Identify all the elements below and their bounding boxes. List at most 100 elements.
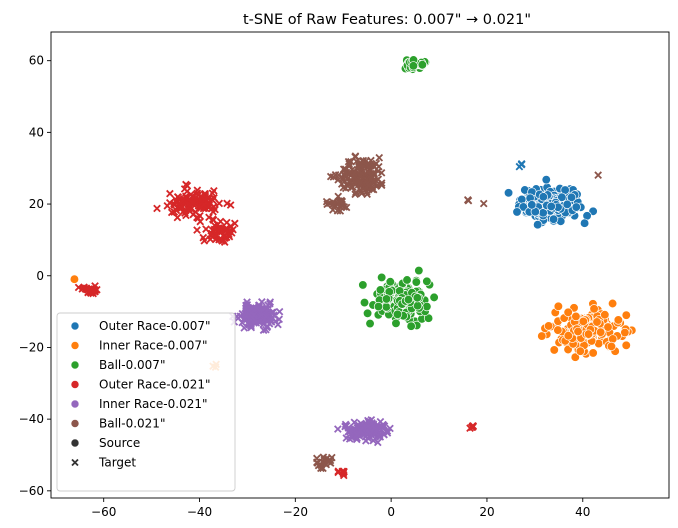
data-point xyxy=(538,192,548,202)
data-point xyxy=(403,294,414,305)
data-point xyxy=(385,277,395,287)
data-point xyxy=(181,206,190,214)
data-point xyxy=(339,467,348,476)
data-point xyxy=(363,190,371,199)
data-point xyxy=(571,202,581,212)
data-point xyxy=(369,185,378,194)
legend-label: Outer Race-0.021" xyxy=(99,378,211,392)
legend-item: Ball-0.007" xyxy=(70,358,165,372)
data-point xyxy=(479,199,488,208)
data-point xyxy=(373,301,384,312)
x-axis: −60 −40 −20 0 20 40 xyxy=(91,498,590,519)
legend-marker xyxy=(70,341,80,350)
data-point xyxy=(334,171,343,179)
data-point xyxy=(227,229,236,237)
y-tick-label: 0 xyxy=(36,269,44,283)
data-point xyxy=(90,287,98,296)
data-point xyxy=(275,307,284,316)
data-point xyxy=(194,191,203,199)
data-point xyxy=(328,201,337,209)
data-point xyxy=(187,205,195,213)
data-point xyxy=(342,203,351,212)
scatter-points xyxy=(69,55,637,480)
data-point xyxy=(383,427,392,435)
data-point xyxy=(377,272,387,283)
data-point xyxy=(356,178,365,187)
data-point xyxy=(339,469,348,478)
legend-label: Source xyxy=(99,436,140,450)
data-point xyxy=(234,314,243,322)
data-point xyxy=(216,217,225,226)
data-point xyxy=(546,201,556,212)
data-point xyxy=(412,293,422,303)
data-point xyxy=(320,459,329,468)
legend-label: Ball-0.007" xyxy=(99,358,165,372)
data-point xyxy=(69,274,80,284)
data-point xyxy=(588,348,598,358)
data-point xyxy=(512,207,522,217)
data-point xyxy=(429,292,439,303)
data-point xyxy=(620,327,630,338)
data-point xyxy=(345,435,354,443)
data-point xyxy=(188,192,197,200)
data-point xyxy=(464,196,473,205)
data-point xyxy=(422,301,432,312)
legend-item: Target xyxy=(71,456,136,470)
data-point xyxy=(365,318,375,329)
data-point xyxy=(199,200,208,209)
data-point xyxy=(346,427,354,436)
data-point xyxy=(549,345,559,355)
y-tick-label: 40 xyxy=(29,125,44,139)
data-point xyxy=(377,181,386,190)
data-point xyxy=(594,171,602,179)
data-point xyxy=(373,438,382,447)
x-tick-label: −60 xyxy=(91,505,116,519)
data-point xyxy=(226,222,235,230)
data-point xyxy=(215,199,224,208)
data-point xyxy=(249,311,258,319)
data-point xyxy=(167,208,176,217)
legend-marker xyxy=(70,380,80,389)
data-point xyxy=(422,276,432,286)
legend-item: Ball-0.021" xyxy=(70,417,165,431)
x-tick-label: 0 xyxy=(387,505,395,519)
data-point xyxy=(352,157,361,166)
data-point xyxy=(367,156,375,165)
legend-label: Inner Race-0.021" xyxy=(99,397,208,411)
data-point xyxy=(553,325,563,335)
data-point xyxy=(469,422,478,430)
data-point xyxy=(406,321,416,331)
x-tick-label: 20 xyxy=(479,505,494,519)
data-point xyxy=(533,220,543,230)
data-point xyxy=(362,308,373,318)
legend-label: Ball-0.021" xyxy=(99,417,165,431)
data-point xyxy=(553,301,564,311)
data-point xyxy=(84,288,92,297)
data-point xyxy=(172,206,181,215)
legend-box xyxy=(56,312,236,492)
data-point xyxy=(537,331,547,341)
data-point xyxy=(351,190,360,199)
plot-frame xyxy=(50,31,670,499)
data-point xyxy=(74,283,83,292)
data-point xyxy=(411,277,421,287)
data-point xyxy=(517,159,526,168)
data-point xyxy=(377,168,386,177)
data-point xyxy=(563,331,573,341)
data-point xyxy=(359,297,370,308)
data-point xyxy=(570,352,580,362)
data-point xyxy=(351,152,360,160)
data-point xyxy=(375,285,386,295)
data-point xyxy=(216,224,225,233)
data-point xyxy=(381,294,392,304)
legend-item: Inner Race-0.007" xyxy=(70,339,208,353)
y-tick-label: −60 xyxy=(19,484,44,498)
data-point xyxy=(372,429,380,437)
data-point xyxy=(541,175,551,185)
data-point xyxy=(392,309,403,319)
data-point xyxy=(350,169,358,177)
data-point xyxy=(194,202,203,210)
data-point xyxy=(562,199,572,210)
y-tick-label: 20 xyxy=(29,197,44,211)
